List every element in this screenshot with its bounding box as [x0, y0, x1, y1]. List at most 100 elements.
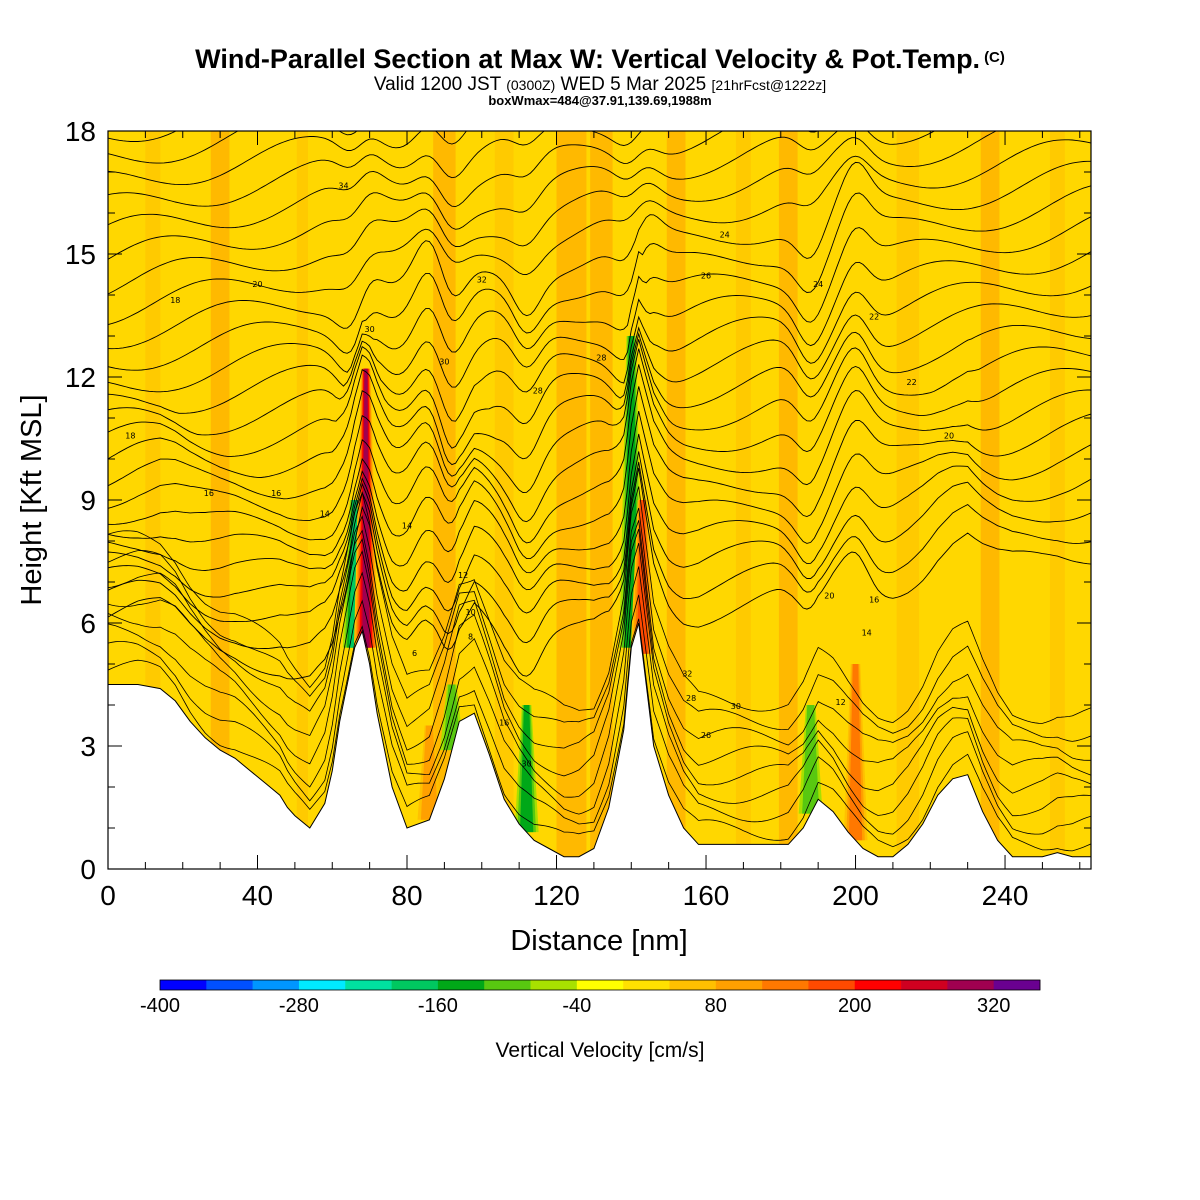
isentrope-line: [108, 131, 467, 186]
y-tick-label: 6: [80, 608, 96, 639]
isentrope-label: 20: [824, 591, 834, 600]
colorbar-swatch: [762, 980, 809, 990]
isentrope-line: [108, 410, 1091, 574]
field-streak: [1049, 131, 1065, 869]
colorbar-swatch: [669, 980, 717, 990]
isentrope-label: 28: [686, 694, 696, 703]
isentrope-label: 16: [869, 596, 879, 605]
isentrope-label: 20: [944, 432, 954, 441]
isentrope-line: [108, 139, 1091, 326]
colorbar-swatch: [623, 980, 670, 990]
colorbar-label: -280: [279, 995, 319, 1017]
isentrope-line: [108, 618, 1091, 852]
field-streak: [666, 131, 686, 869]
isentrope-label: 30: [522, 760, 532, 769]
colorbar-label: -40: [562, 995, 591, 1017]
isentrope-line: [108, 251, 1091, 414]
colorbar-swatch: [206, 980, 253, 990]
isentrope-label: 12: [458, 571, 468, 580]
forecast-info: [21hrFcst@1222z]: [711, 77, 827, 93]
isentrope-line: [108, 528, 1091, 777]
y-axis-title: Height [Kft MSL]: [16, 394, 48, 605]
field-streak: [590, 131, 613, 869]
isentrope-line: [108, 542, 1091, 798]
colorbar: -400 -280 -160 -40 80 200 320: [140, 979, 1041, 1017]
x-tick-label: 40: [242, 880, 273, 911]
x-tick-label: 0: [100, 880, 116, 911]
y-axis: 0 3 6 9 12 15 18: [65, 116, 1091, 885]
y-tick-label: 9: [80, 485, 96, 516]
colorbar-frame: [159, 979, 1041, 991]
x-tick-label: 80: [391, 880, 422, 911]
utc-time: (0300Z): [506, 77, 556, 93]
isentrope-label: 16: [204, 489, 214, 498]
colorbar-swatch: [298, 980, 346, 990]
x-axis: 0 40 80 120 160 200 240: [100, 131, 1081, 911]
isentrope-label: 14: [320, 509, 330, 518]
x-tick-label: 120: [533, 880, 580, 911]
colorbar-label: 320: [977, 995, 1010, 1017]
valid-time: Valid 1200 JST: [373, 74, 501, 95]
colorbar-swatch: [947, 980, 994, 990]
isentrope-line: [108, 461, 1091, 650]
isentrope-label: 14: [862, 628, 872, 637]
isentrope-line: [108, 433, 1091, 598]
y-tick-label: 15: [65, 239, 96, 270]
field-streak: [296, 131, 308, 869]
isentrope-line: [108, 0, 1091, 120]
chart-subtitle: Valid 1200 JST (0300Z) WED 5 Mar 2025 [2…: [0, 74, 1200, 96]
copyright-mark: (C): [984, 49, 1005, 66]
isentrope-label: 24: [720, 231, 730, 240]
isentrope-label: 26: [701, 272, 711, 281]
colorbar-swatch: [576, 980, 624, 990]
isentrope-label: 18: [170, 296, 180, 305]
x-axis-title: Distance [nm]: [510, 925, 687, 957]
isentrope-line: [108, 566, 1091, 817]
isentrope-label: 30: [439, 358, 449, 367]
colorbar-swatch: [437, 980, 485, 990]
colorbar-swatch: [901, 980, 948, 990]
downdraft-column: [520, 705, 534, 833]
isentrope-label: 24: [813, 280, 823, 289]
y-tick-label: 3: [80, 731, 96, 762]
colorbar-swatch: [345, 980, 392, 990]
colorbar-swatch: [715, 980, 763, 990]
isentrope-line: [108, 324, 1091, 478]
field-streak: [145, 131, 161, 869]
isentrope-label: 20: [252, 280, 262, 289]
field-streak: [494, 131, 514, 869]
isentrope-line: [108, 160, 1091, 350]
chart-title-text: Wind-Parallel Section at Max W: Vertical…: [195, 44, 981, 74]
chart-title: Wind-Parallel Section at Max W: Vertical…: [0, 44, 1200, 75]
isentrope-line: [108, 131, 642, 207]
y-tick-label: 0: [80, 854, 96, 885]
colorbar-swatch: [484, 980, 531, 990]
colorbar-label: 200: [838, 995, 871, 1017]
plot-area: 34 32 30 30 28 28 26 24 24 22 22 20 20 18 18 16 16 14 14 12…: [107, 0, 1092, 870]
isentrope-label: 30: [731, 702, 741, 711]
isentrope-line: [108, 486, 1091, 724]
field-streak: [210, 131, 230, 869]
isentrope-line: [108, 467, 1091, 680]
terrain-mask: [107, 622, 1092, 870]
isentrope-label: 22: [907, 378, 917, 387]
colorbar-swatch: [252, 980, 300, 990]
isentrope-line: [108, 303, 1091, 457]
isentrope-line: [108, 0, 1091, 96]
isentrope-line: [108, 131, 998, 295]
isentrope-label: 34: [338, 181, 348, 190]
isentrope-label: 28: [533, 386, 543, 395]
x-tick-label: 160: [683, 880, 730, 911]
isentrope-label: 16: [271, 489, 281, 498]
isentrope-label: 22: [869, 313, 879, 322]
isentrope-line: [108, 507, 1091, 742]
isentrope-line: [108, 348, 1091, 523]
isentrope-label: 14: [402, 522, 412, 531]
field-streak: [896, 131, 920, 869]
isentrope-line: [108, 339, 1091, 500]
box-info: boxWmax=484@37.91,139.69,1988m: [488, 93, 712, 108]
y-tick-label: 18: [65, 116, 96, 147]
colorbar-title: Vertical Velocity [cm/s]: [496, 1039, 705, 1062]
isentrope-line: [108, 594, 1091, 835]
isentrope-label: 30: [365, 325, 375, 334]
